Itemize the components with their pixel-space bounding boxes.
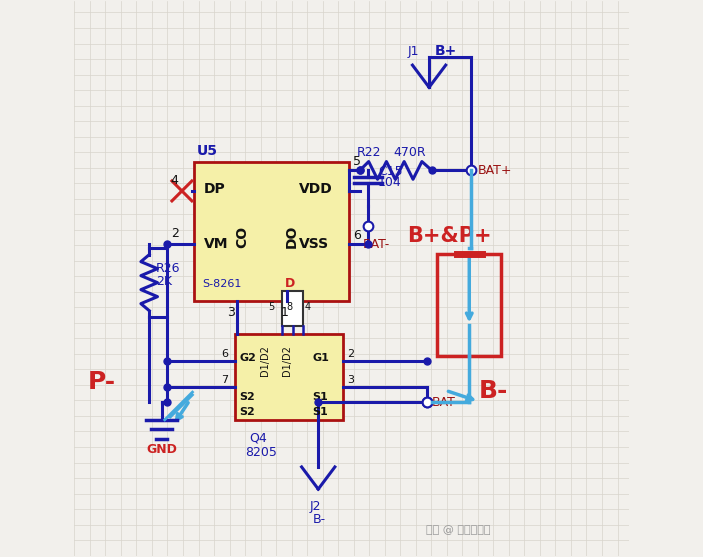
Text: D1/D2: D1/D2 — [282, 345, 292, 376]
Text: S2: S2 — [240, 407, 255, 417]
Text: P-: P- — [89, 370, 117, 394]
Text: 2: 2 — [172, 227, 179, 241]
Text: B-: B- — [313, 514, 325, 526]
Text: 6: 6 — [353, 228, 361, 242]
Text: 8: 8 — [287, 302, 292, 312]
Text: S1: S1 — [313, 393, 328, 402]
Text: B-: B- — [479, 379, 508, 403]
Text: G2: G2 — [240, 353, 257, 363]
Text: S2: S2 — [240, 393, 255, 402]
Text: R22: R22 — [357, 146, 382, 159]
Bar — [437, 253, 501, 356]
Text: 5: 5 — [269, 302, 275, 312]
Text: 104: 104 — [378, 175, 402, 189]
Text: VM: VM — [204, 237, 228, 251]
Text: BAT+: BAT+ — [477, 164, 512, 177]
Text: VDD: VDD — [299, 182, 333, 196]
Text: G1: G1 — [313, 353, 330, 363]
Text: 3: 3 — [227, 306, 235, 319]
Text: D1/D2: D1/D2 — [260, 345, 270, 376]
Text: J1: J1 — [408, 45, 420, 58]
Text: CO: CO — [236, 226, 249, 248]
Text: 4: 4 — [305, 302, 311, 312]
Bar — [282, 291, 303, 326]
Text: 2: 2 — [347, 349, 355, 359]
Text: J2: J2 — [310, 500, 321, 513]
Text: R26: R26 — [156, 262, 181, 275]
Text: 5: 5 — [353, 155, 361, 168]
FancyBboxPatch shape — [235, 334, 343, 420]
Text: DO: DO — [285, 224, 299, 248]
Text: BAT-: BAT- — [363, 238, 390, 251]
Text: S-8261: S-8261 — [202, 279, 241, 289]
Text: 4: 4 — [170, 174, 178, 187]
Text: 3: 3 — [347, 375, 354, 385]
Text: 7: 7 — [221, 375, 228, 385]
Text: VSS: VSS — [299, 237, 329, 251]
Text: GND: GND — [146, 443, 177, 456]
Text: C15: C15 — [378, 164, 403, 178]
Text: 470R: 470R — [393, 146, 426, 159]
Text: S1: S1 — [313, 407, 328, 417]
Text: 1: 1 — [281, 306, 289, 319]
Text: 6: 6 — [221, 349, 228, 359]
Text: 8205: 8205 — [245, 446, 277, 459]
Text: B+: B+ — [434, 44, 457, 58]
Text: DP: DP — [204, 182, 225, 196]
Text: BAT-: BAT- — [432, 396, 458, 409]
FancyBboxPatch shape — [193, 162, 349, 301]
Text: 头条 @ 硬件大齐哥: 头条 @ 硬件大齐哥 — [426, 525, 491, 535]
Text: 2K: 2K — [156, 275, 172, 289]
Text: U5: U5 — [196, 144, 217, 158]
Text: B+&P+: B+&P+ — [407, 227, 491, 247]
Text: D: D — [285, 277, 295, 290]
Text: Q4: Q4 — [249, 432, 266, 445]
